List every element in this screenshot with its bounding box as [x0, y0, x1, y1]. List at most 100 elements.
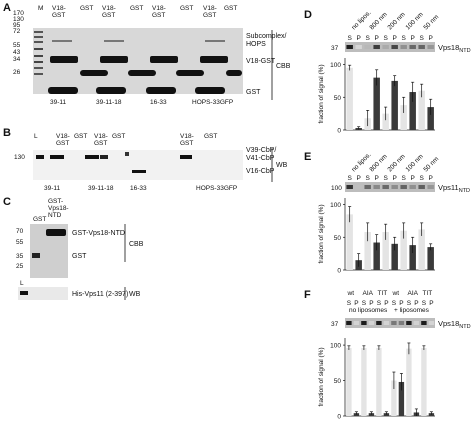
bar-S	[400, 230, 407, 270]
panel-a-band-label: Subcomplex/HOPS	[246, 33, 287, 48]
bar-S	[391, 380, 397, 416]
panel-a-lane-header: GST	[130, 5, 143, 12]
ytick-label: 0	[337, 128, 341, 135]
sp-label: P	[429, 300, 433, 307]
blot-band	[361, 321, 367, 325]
blot-strip	[345, 318, 435, 328]
panel-a-mw-marker: 26	[13, 69, 21, 76]
panel-c-gel-type: CBB	[129, 241, 144, 248]
bar-S	[364, 232, 371, 270]
blot-strip	[345, 182, 435, 192]
panel-a-lane-header: GST	[80, 5, 93, 12]
bar-P	[409, 92, 416, 130]
sp-label: S	[362, 300, 367, 307]
blot-band	[364, 45, 371, 49]
blot-band	[428, 321, 435, 325]
bar-S	[421, 347, 427, 416]
panel-c-mw-marker: 70	[16, 228, 24, 235]
blot-band	[373, 45, 380, 49]
y-axis-label: fraction of signal (%)	[318, 64, 325, 123]
panel-a-band-label: V18-GST	[246, 58, 276, 65]
bar-S	[418, 90, 425, 130]
blot-band	[355, 185, 362, 189]
condition-label: TIT	[378, 290, 388, 297]
sp-label: S	[392, 300, 397, 307]
sp-label: P	[357, 35, 361, 42]
panel-a-bands	[50, 40, 242, 76]
bar-S	[418, 229, 425, 270]
panel-b-lane-header: L	[34, 133, 38, 140]
condition-label: 200 nm	[386, 153, 406, 173]
blot-band	[421, 321, 427, 325]
sp-label: P	[429, 35, 433, 42]
ytick-label: 100	[330, 62, 341, 69]
blot-band	[400, 185, 407, 189]
panel-b-letter: B	[3, 127, 11, 139]
blot-band	[346, 185, 353, 189]
panel-a-lane-header: GST	[180, 5, 193, 12]
panel-b-group-label: 39-11	[44, 185, 61, 192]
ytick-label: 0	[337, 414, 341, 420]
blot-band	[391, 321, 397, 325]
blot-label: Vps18NTD	[438, 319, 471, 330]
y-axis-label: fraction of signal (%)	[318, 347, 325, 406]
bar-S	[346, 347, 352, 416]
sp-label: P	[393, 175, 397, 182]
bar-S	[376, 347, 382, 416]
panel-a-letter: A	[3, 2, 11, 14]
condition-label: 50 nm	[422, 156, 440, 174]
sp-label: S	[402, 35, 407, 42]
sp-label: S	[422, 300, 427, 307]
panel-a-lane-header: V18-GST	[203, 5, 217, 19]
condition-label: 100 nm	[404, 153, 424, 173]
blot-band	[364, 185, 371, 189]
panel-c-lane-gst: GST	[33, 216, 46, 223]
ytick-label: 100	[330, 343, 341, 350]
panel-c-band-label-2: GST	[72, 253, 87, 260]
ytick-label: 100	[330, 202, 341, 209]
blot-band	[346, 321, 352, 325]
panel-a-group-label: 39-11-18	[96, 99, 122, 106]
blot-band	[383, 321, 390, 325]
panel-c: GST GST-Vps18-NTD 70 55 35 25 GST-Vps18-NTD…	[16, 198, 144, 300]
condition-label: AIA	[408, 290, 419, 297]
blot-band	[376, 321, 382, 325]
panel-c-lane-gst-vps18-ntd: GST-Vps18-NTD	[48, 198, 69, 219]
panel-a-mw-marker: 130	[13, 16, 24, 23]
blot-band	[391, 185, 398, 189]
panel-b-group-label: 16-33	[130, 185, 147, 192]
blot-mw-marker: 100	[331, 185, 342, 192]
panel-b-bands	[36, 152, 192, 173]
sp-label: S	[384, 35, 389, 42]
panel-c-letter: C	[3, 196, 11, 208]
ytick-label: 0	[337, 268, 341, 275]
panel-b: L V18-GST GST V18-GST GST V18-GST GST 130 V39-…	[14, 133, 288, 192]
blot-mw-marker: 37	[331, 45, 339, 52]
panel-b-lane-header: V18-GST	[56, 133, 70, 147]
panel-c-mw-marker: 55	[16, 239, 24, 246]
sp-label: P	[429, 175, 433, 182]
panel-c-wb-type: WB	[129, 291, 141, 298]
blot-band	[413, 321, 420, 325]
sp-label: P	[357, 175, 361, 182]
sp-label: S	[348, 35, 353, 42]
blot-band	[391, 45, 398, 49]
bar-P	[391, 243, 398, 270]
bar-S	[400, 105, 407, 130]
bar-P	[373, 77, 380, 130]
sp-label: P	[411, 35, 415, 42]
sp-label: S	[366, 175, 371, 182]
panel-e-letter: E	[304, 151, 311, 163]
panel-a-gel	[33, 28, 243, 76]
panel-a-lane-header: V18-GST	[152, 5, 166, 19]
condition-label: 200 nm	[386, 11, 406, 31]
condition-label: wt	[392, 290, 400, 297]
blot-band	[409, 185, 416, 189]
blot-mw-marker: 37	[331, 321, 339, 328]
bar-S	[382, 113, 389, 130]
panel-b-lane-header: GST	[74, 133, 87, 140]
sp-label: S	[402, 175, 407, 182]
blot-label: Vps18NTD	[438, 43, 471, 54]
bar-P	[398, 381, 405, 416]
